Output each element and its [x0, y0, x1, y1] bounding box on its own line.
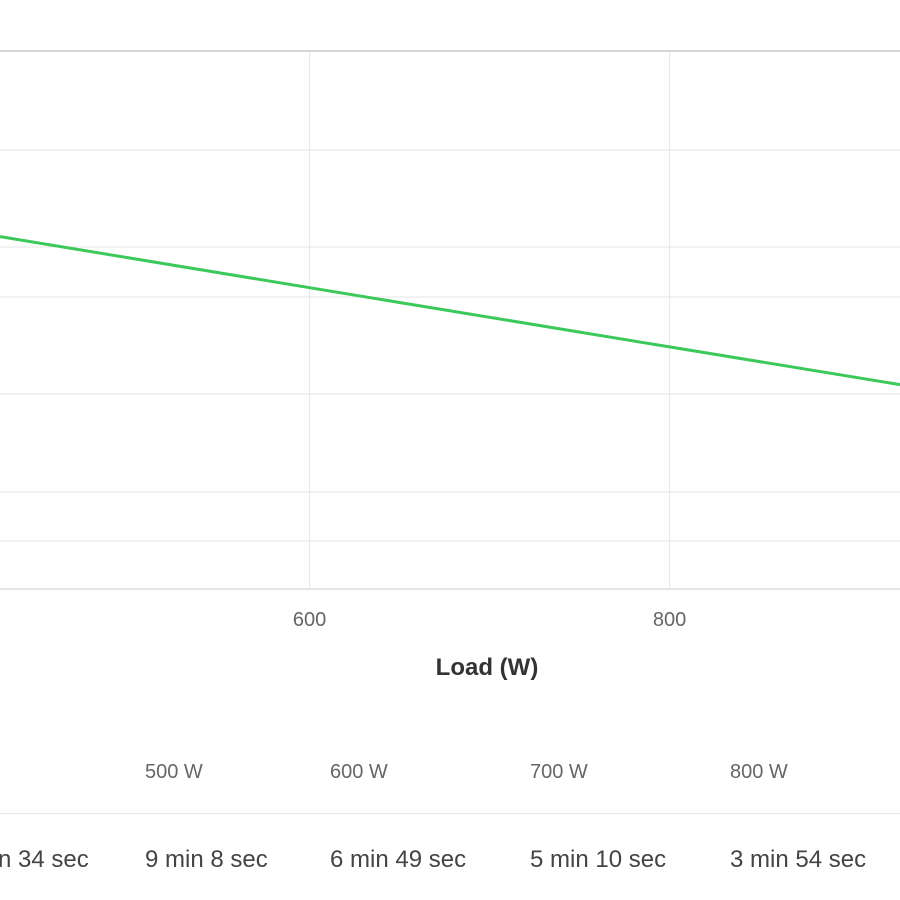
series-layer: [0, 235, 900, 387]
series-line-0: [0, 235, 900, 387]
table-header-800w: 800 W: [730, 761, 788, 783]
x-tick-labels: 600 800: [293, 609, 686, 631]
x-tick-label-600: 600: [293, 609, 326, 631]
table-header-700w: 700 W: [530, 761, 588, 783]
runtime-table: 500 W 600 W 700 W 800 W n 34 sec 9 min 8…: [0, 720, 900, 900]
runtime-chart: 600 800 Load (W): [0, 50, 900, 681]
x-axis-title: Load (W): [436, 654, 539, 681]
table-header-600w: 600 W: [330, 761, 388, 783]
table-divider: [0, 813, 900, 814]
table-value-500w: 9 min 8 sec: [145, 846, 268, 873]
table-value-400w: n 34 sec: [0, 846, 89, 873]
table-value-600w: 6 min 49 sec: [330, 846, 467, 873]
table-value-800w: 3 min 54 sec: [730, 846, 867, 873]
table-value-700w: 5 min 10 sec: [530, 846, 667, 873]
grid-lines: [0, 51, 900, 589]
x-tick-label-800: 800: [653, 609, 686, 631]
table-header-500w: 500 W: [145, 761, 203, 783]
